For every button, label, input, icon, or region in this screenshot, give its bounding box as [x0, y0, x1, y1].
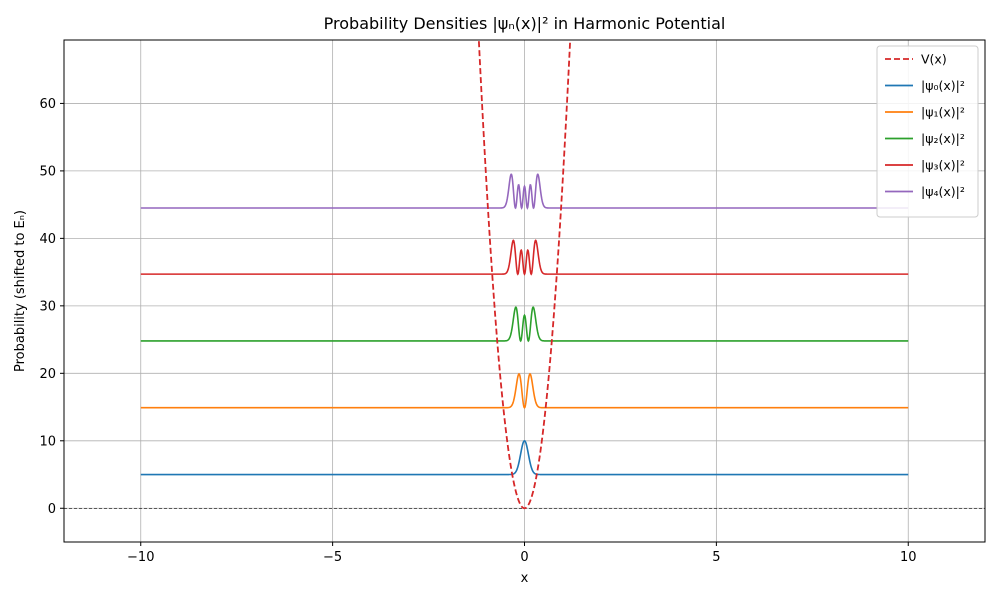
x-axis-label: x: [521, 571, 529, 586]
series-line-psi2: [140, 306, 909, 343]
x-tick-label: 10: [900, 550, 917, 565]
potential-line: [477, 40, 572, 510]
x-tick-label: 0: [520, 550, 528, 565]
legend-label: |ψ₀(x)|²: [921, 78, 965, 93]
y-tick-label: 50: [39, 164, 56, 179]
chart-title: Probability Densities |ψₙ(x)|² in Harmon…: [324, 14, 726, 33]
x-tick-label: −5: [323, 550, 342, 565]
legend-label: |ψ₁(x)|²: [921, 105, 965, 120]
series-line-psi0: [140, 439, 909, 476]
y-tick-label: 10: [39, 434, 56, 449]
y-tick-label: 60: [39, 97, 56, 112]
legend-label: |ψ₂(x)|²: [921, 131, 965, 146]
y-tick-label: 0: [48, 502, 56, 517]
y-tick-label: 20: [39, 367, 56, 382]
series-line-psi4: [140, 173, 909, 210]
y-axis-label: Probability (shifted to Eₙ): [13, 210, 28, 372]
x-tick-label: −10: [127, 550, 154, 565]
y-tick-label: 40: [39, 232, 56, 247]
series-line-psi3: [140, 239, 909, 276]
x-tick-label: 5: [712, 550, 720, 565]
legend-box: [876, 45, 979, 218]
legend-label: V(x): [921, 52, 947, 67]
legend: V(x) |ψ₀(x)|² |ψ₁(x)|² |ψ₂(x)|² |ψ₃(x)|² |ψ₄(…: [876, 45, 979, 218]
plot-area: [64, 40, 985, 510]
legend-label: |ψ₄(x)|²: [921, 184, 965, 199]
ticks: −10 −5 0 5 10 0 10 20 30 40 50 60: [39, 97, 916, 565]
series-line-psi1: [140, 373, 909, 409]
y-tick-label: 30: [39, 299, 56, 314]
legend-label: |ψ₃(x)|²: [921, 158, 965, 173]
